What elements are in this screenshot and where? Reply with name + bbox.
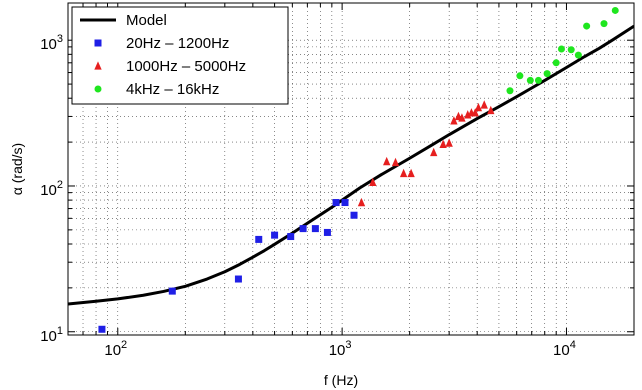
data-point — [255, 235, 263, 243]
data-point — [474, 102, 483, 112]
y-tick-label: 101 — [40, 325, 63, 345]
series-2 — [357, 100, 495, 207]
legend-entry: 1000Hz – 5000Hz — [94, 58, 246, 75]
legend-entry: Model — [80, 12, 167, 29]
grid — [68, 3, 634, 335]
data-point — [543, 70, 551, 78]
data-point — [439, 139, 447, 149]
data-point — [332, 199, 340, 207]
data-point — [98, 325, 106, 333]
data-point — [552, 59, 560, 67]
x-tick-label: 102 — [104, 339, 127, 359]
data-point — [399, 168, 408, 178]
legend-marker — [94, 85, 102, 93]
data-point — [168, 287, 176, 295]
x-axis-label: f (Hz) — [324, 372, 358, 388]
tick-labels: 102 103 104 101 102 103 — [40, 33, 576, 359]
data-point — [391, 157, 400, 167]
data-point — [357, 197, 366, 207]
series-layer — [68, 6, 634, 333]
data-point — [574, 51, 582, 59]
data-point — [341, 199, 349, 207]
data-point — [323, 228, 331, 236]
data-point — [350, 211, 358, 219]
data-point — [271, 231, 279, 239]
data-point — [311, 225, 319, 233]
legend-label: 1000Hz – 5000Hz — [126, 58, 246, 75]
data-point — [534, 76, 542, 84]
y-axis-label: α (rad/s) — [9, 143, 25, 195]
legend-entry: 4kHz – 16kHz — [94, 81, 219, 98]
data-point — [458, 113, 466, 122]
data-point — [299, 225, 307, 233]
data-point — [445, 138, 453, 147]
legend-entry: 20Hz – 1200Hz — [94, 35, 229, 52]
data-point — [487, 105, 495, 115]
data-point — [611, 6, 619, 14]
plot-frame — [67, 2, 635, 336]
data-point — [600, 20, 608, 28]
legend-label: 4kHz – 16kHz — [126, 81, 219, 98]
data-point — [450, 116, 458, 125]
legend-label: Model — [126, 12, 167, 29]
data-point — [557, 45, 565, 53]
ticks — [68, 3, 634, 335]
data-point — [506, 87, 514, 95]
legend-marker — [94, 61, 102, 70]
x-tick-label: 104 — [553, 339, 576, 359]
data-point — [567, 46, 575, 54]
data-point — [369, 177, 377, 186]
data-point — [583, 22, 591, 30]
legend: Model 20Hz – 1200Hz 1000Hz – 5000Hz 4kHz – … — [71, 6, 289, 105]
data-point — [407, 168, 415, 178]
data-point — [430, 147, 438, 157]
data-point — [471, 108, 479, 117]
data-point — [516, 72, 524, 80]
data-point — [234, 275, 242, 283]
series-3 — [506, 6, 619, 95]
legend-label: 20Hz – 1200Hz — [126, 35, 229, 52]
y-tick-label: 102 — [40, 179, 63, 199]
y-tick-label: 103 — [40, 33, 63, 53]
x-tick-label: 103 — [329, 339, 352, 359]
data-point — [526, 76, 534, 84]
data-point — [383, 156, 391, 166]
series-1 — [98, 199, 358, 333]
data-point — [287, 233, 295, 241]
legend-box — [71, 6, 289, 105]
legend-marker — [94, 39, 102, 47]
data-point — [480, 100, 488, 109]
